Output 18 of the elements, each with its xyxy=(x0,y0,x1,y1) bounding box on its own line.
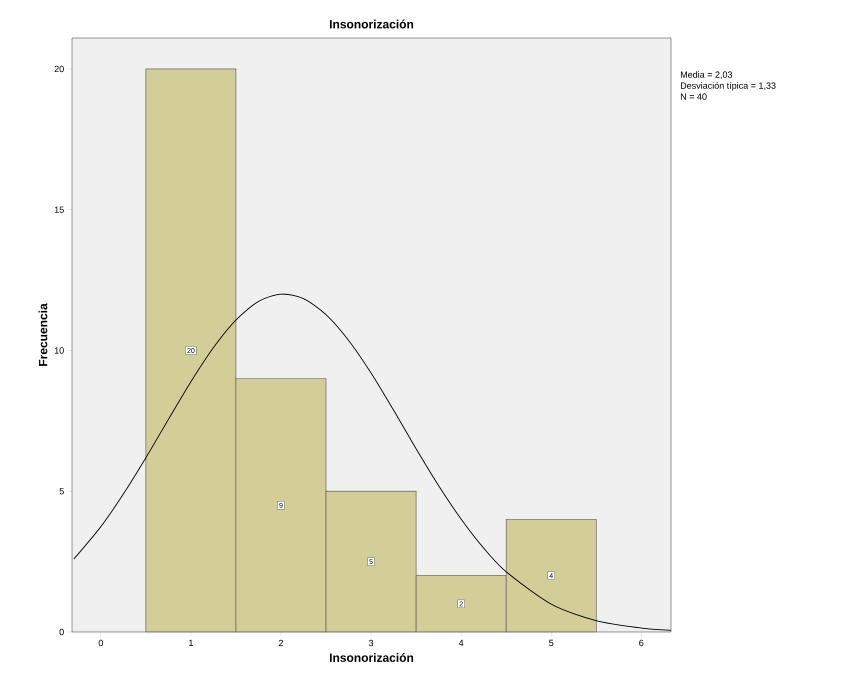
text: N = 40 xyxy=(680,93,707,100)
y-tick-label: 0 xyxy=(60,628,64,636)
x-tick-label: 2 xyxy=(278,640,284,646)
y-tick-label: 20 xyxy=(54,66,64,72)
y-axis-title: Frecuencia xyxy=(38,303,48,366)
chart-title: Insonorización xyxy=(330,20,414,28)
y-tick-label: 15 xyxy=(54,206,64,213)
text: Desviación típica = 1,33 xyxy=(680,82,776,91)
y-tick-label: 5 xyxy=(60,488,64,494)
x-tick-label: 6 xyxy=(639,640,644,646)
x-tick-label: 4 xyxy=(458,640,464,646)
x-axis-title: Insonorización xyxy=(330,653,414,662)
y-tick-label: 10 xyxy=(54,347,64,354)
x-tick-label: 3 xyxy=(368,640,374,646)
text: Media = 2,03 xyxy=(680,71,732,79)
x-tick-label: 1 xyxy=(189,640,193,646)
x-tick-label: 0 xyxy=(98,640,103,646)
x-tick-label: 5 xyxy=(549,640,554,646)
